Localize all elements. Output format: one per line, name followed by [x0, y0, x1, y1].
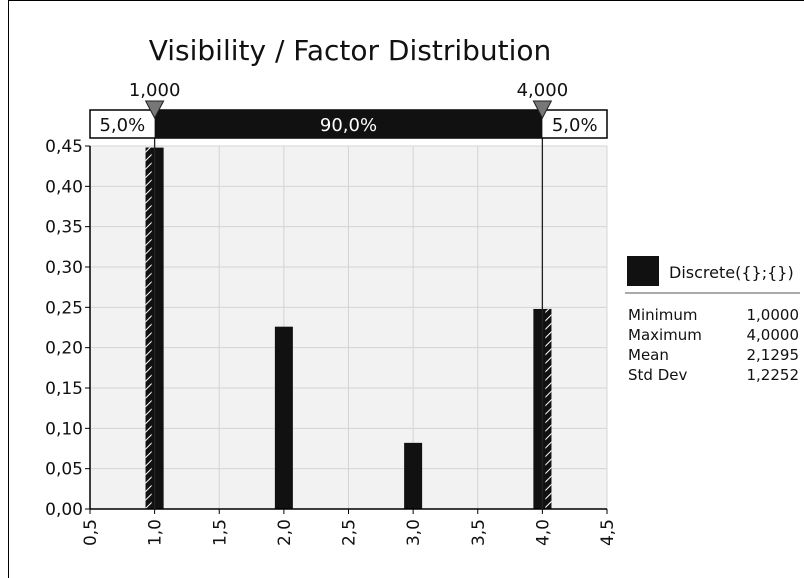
bar-hatch-left	[145, 147, 152, 509]
legend-stat-label: Maximum	[628, 326, 702, 344]
plot-area	[89, 145, 608, 510]
marker-label-left: 1,000	[129, 80, 181, 101]
x-tick-label: 1,0	[146, 519, 166, 546]
y-tick-label: 0,20	[45, 339, 83, 359]
band-middle-pct: 90,0%	[320, 115, 377, 136]
legend-swatch	[627, 256, 659, 286]
axes-group: 0,00 0,05 0,10 0,15 0,20 0,25 0,30 0,35 0,40 0,45…	[45, 137, 618, 546]
chart-title: Visibility / Factor Distribution	[149, 34, 552, 67]
y-tick-label: 0,15	[45, 379, 83, 399]
x-tick-label: 3,5	[469, 519, 489, 546]
x-tick-label: 1,5	[210, 519, 230, 546]
y-tick-label: 0,05	[45, 460, 83, 480]
legend-stat-value: 2,1295	[747, 346, 800, 364]
y-tick-label: 0,45	[45, 137, 83, 157]
x-tick-label: 4,0	[533, 519, 553, 546]
y-tick-label: 0,00	[45, 500, 83, 520]
marker-triangle-right	[532, 100, 553, 120]
bar-hatch-right	[545, 308, 552, 509]
y-tick-label: 0,40	[45, 177, 83, 197]
legend: Discrete({};{}) Minimum 1,0000 Maximum 4,000…	[625, 256, 800, 384]
x-tick-label: 2,5	[340, 519, 360, 546]
y-tick-label: 0,10	[45, 419, 83, 439]
percentile-band: 5,0% 90,0% 5,0% 1,000 4,000	[89, 80, 608, 509]
y-tick-label: 0,35	[45, 218, 83, 238]
legend-stat-label: Std Dev	[628, 366, 687, 384]
y-tick-label: 0,25	[45, 298, 83, 318]
chart-window	[8, 0, 804, 578]
y-tick-label: 0,30	[45, 258, 83, 278]
legend-stat-label: Minimum	[628, 306, 698, 324]
legend-stat-value: 1,2252	[747, 366, 800, 384]
band-left-pct: 5,0%	[99, 115, 145, 136]
legend-stat-value: 4,0000	[747, 326, 800, 344]
band-middle	[154, 110, 543, 138]
band-right-pct: 5,0%	[552, 115, 598, 136]
bar	[274, 326, 293, 509]
bar	[404, 442, 423, 509]
x-tick-label: 2,0	[275, 519, 295, 546]
x-tick-label: 3,0	[404, 519, 424, 546]
marker-triangle-left	[144, 100, 165, 120]
legend-stat-label: Mean	[628, 346, 669, 364]
legend-series-name: Discrete({};{})	[669, 263, 794, 282]
marker-label-right: 4,000	[517, 80, 569, 101]
legend-stat-value: 1,0000	[747, 306, 800, 324]
x-tick-label: 0,5	[81, 519, 101, 546]
x-tick-label: 4,5	[598, 519, 618, 546]
